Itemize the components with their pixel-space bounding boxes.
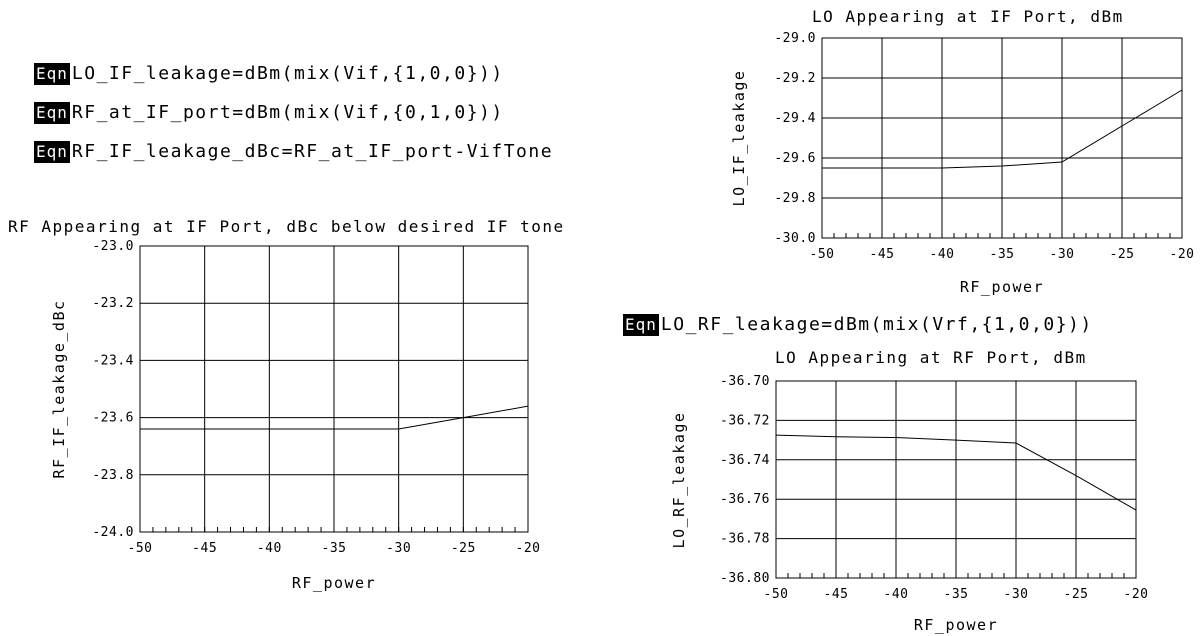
x-tick-label: -50 <box>764 587 789 602</box>
plot-frame <box>139 245 529 533</box>
y-tick-label: -23.6 <box>92 411 134 426</box>
x-tick-label: -35 <box>990 247 1015 262</box>
equation-text: RF_at_IF_port=dBm(mix(Vif,{0,1,0})) <box>71 102 504 123</box>
y-tick-label: -36.80 <box>720 571 770 586</box>
y-tick-label: -36.70 <box>720 374 770 389</box>
y-tick-label: -23.0 <box>92 239 134 254</box>
y-tick-label: -29.0 <box>774 31 816 46</box>
equation-text: LO_IF_leakage=dBm(mix(Vif,{1,0,0})) <box>71 63 504 84</box>
eqn-badge: Eqn <box>34 102 70 124</box>
x-tick-label: -20 <box>516 541 541 556</box>
series-line <box>822 89 1183 169</box>
x-tick-label: -25 <box>451 541 476 556</box>
eqn-badge: Eqn <box>34 141 70 163</box>
y-tick-label: -24.0 <box>92 525 134 540</box>
chart-title-lo-if: LO Appearing at IF Port, dBm <box>812 7 1124 26</box>
x-tick-label: -30 <box>1004 587 1029 602</box>
x-tick-label: -30 <box>386 541 411 556</box>
y-tick-label: -29.6 <box>774 151 816 166</box>
y-tick-label: -36.74 <box>720 453 770 468</box>
equation-text: LO_RF_leakage=dBm(mix(Vrf,{1,0,0})) <box>660 314 1093 335</box>
y-tick-label: -29.2 <box>774 71 816 86</box>
chart-title-lo-rf: LO Appearing at RF Port, dBm <box>775 348 1087 367</box>
x-tick-label: -45 <box>824 587 849 602</box>
chart-title-rf-if: RF Appearing at IF Port, dBc below desir… <box>8 217 565 236</box>
x-tick-label: -20 <box>1170 247 1195 262</box>
x-tick-label: -30 <box>1050 247 1075 262</box>
x-tick-label: -20 <box>1124 587 1149 602</box>
y-tick-label: -23.4 <box>92 353 134 368</box>
x-axis-label: RF_power <box>914 616 998 634</box>
equation-rf-if-leakage-dbc: Eqn RF_IF_leakage_dBc=RF_at_IF_port-VifT… <box>34 140 553 164</box>
eqn-badge: Eqn <box>34 63 70 85</box>
y-tick-label: -30.0 <box>774 231 816 246</box>
y-tick-label: -23.8 <box>92 468 134 483</box>
plot-frame <box>821 37 1183 239</box>
equation-lo-if-leakage: Eqn LO_IF_leakage=dBm(mix(Vif,{1,0,0})) <box>34 62 504 86</box>
y-tick-label: -23.2 <box>92 296 134 311</box>
equation-text: RF_IF_leakage_dBc=RF_at_IF_port-VifTone <box>71 141 554 162</box>
x-tick-label: -25 <box>1110 247 1135 262</box>
x-axis-label: RF_power <box>292 574 376 592</box>
plot-frame <box>775 380 1137 579</box>
y-tick-label: -29.8 <box>774 191 816 206</box>
y-tick-label: -36.78 <box>720 532 770 547</box>
x-tick-label: -50 <box>128 541 153 556</box>
x-tick-label: -40 <box>884 587 909 602</box>
x-tick-label: -45 <box>192 541 217 556</box>
y-axis-label: RF_IF_leakage_dBc <box>50 299 68 478</box>
x-tick-label: -35 <box>322 541 347 556</box>
x-tick-label: -35 <box>944 587 969 602</box>
y-axis-label: LO_RF_leakage <box>670 412 688 549</box>
x-tick-label: -45 <box>870 247 895 262</box>
equation-rf-at-if-port: Eqn RF_at_IF_port=dBm(mix(Vif,{0,1,0})) <box>34 101 504 125</box>
eqn-badge: Eqn <box>623 314 659 336</box>
y-tick-label: -36.72 <box>720 413 770 428</box>
x-tick-label: -25 <box>1064 587 1089 602</box>
x-tick-label: -50 <box>810 247 835 262</box>
series-line <box>775 434 1137 511</box>
y-tick-label: -29.4 <box>774 111 816 126</box>
x-axis-label: RF_power <box>960 278 1044 296</box>
y-tick-label: -36.76 <box>720 492 770 507</box>
y-axis-label: LO_IF_leakage <box>730 70 748 207</box>
x-tick-label: -40 <box>257 541 282 556</box>
equation-lo-rf-leakage: Eqn LO_RF_leakage=dBm(mix(Vrf,{1,0,0})) <box>623 313 1093 337</box>
series-line <box>140 405 529 430</box>
x-tick-label: -40 <box>930 247 955 262</box>
